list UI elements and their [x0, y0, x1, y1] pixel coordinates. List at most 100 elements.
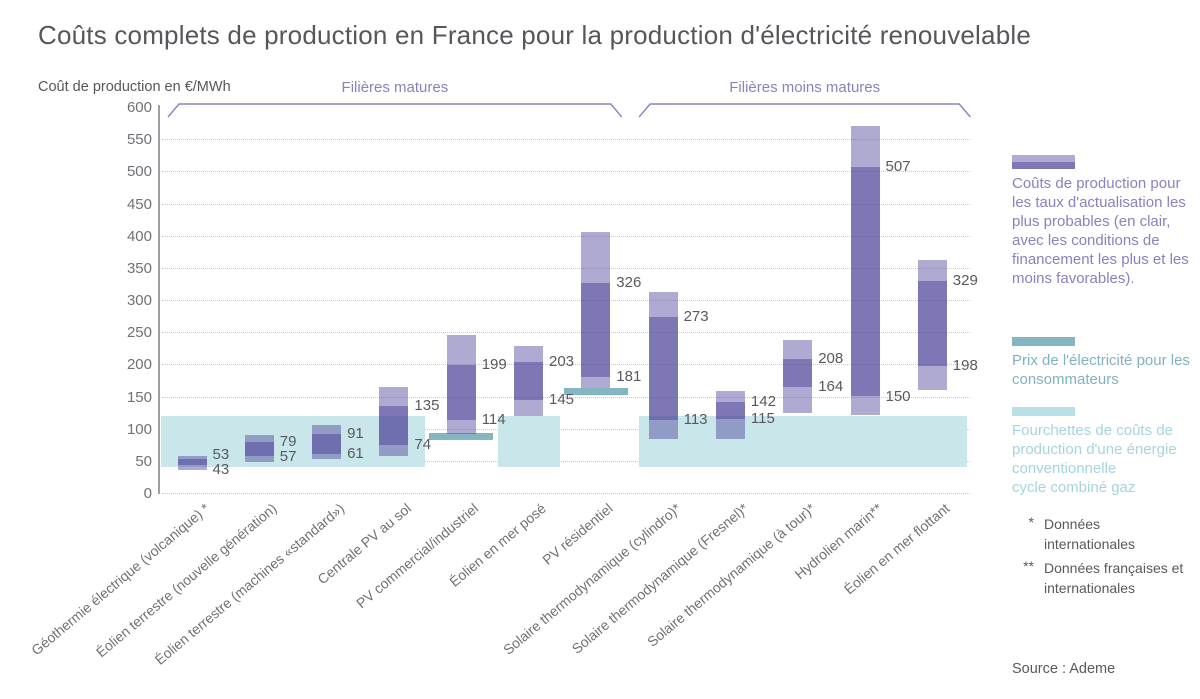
y-tick-label-600: 600	[126, 99, 152, 116]
conventional-cost-band	[497, 415, 560, 468]
gridline-50	[162, 460, 970, 462]
group-label-filieres-moins-matures: Filières moins matures	[729, 79, 881, 96]
bar-full-range-solaire-thermodynamique-a-tour	[783, 339, 813, 414]
gridline-150	[162, 396, 970, 398]
bar-probable-range-eolien-en-mer-flottant	[917, 281, 947, 366]
bar-probable-range-eolien-en-mer-pose	[514, 362, 543, 400]
bar-probable-range-pv-commercial-industriel	[446, 364, 476, 420]
value-label-low-hydrolien-marin: 150	[885, 387, 911, 405]
value-label-high-solaire-thermodynamique-cylindro: 273	[683, 308, 709, 326]
value-label-high-centrale-pv-au-sol: 135	[414, 397, 440, 415]
value-label-high-pv-residentiel: 326	[616, 274, 642, 292]
bar-probable-range-geothermie-electrique-volcanique	[177, 458, 207, 466]
value-label-high-eolien-terrestre-machines-standard: 91	[347, 425, 364, 443]
bar-full-range-eolien-terrestre-nouvelle-generation	[244, 435, 274, 463]
gridline-550	[162, 139, 970, 141]
y-tick-label-200: 200	[126, 356, 152, 374]
gridline-450	[162, 203, 970, 205]
bar-full-range-centrale-pv-au-sol	[379, 386, 409, 456]
gridline-400	[162, 235, 970, 237]
bar-full-range-hydrolien-marin	[850, 126, 880, 416]
value-label-high-eolien-en-mer-pose: 203	[549, 353, 575, 371]
value-label-high-geothermie-electrique-volcanique: 53	[212, 445, 230, 463]
y-tick-label-300: 300	[126, 292, 152, 309]
y-tick-label-100: 100	[126, 420, 152, 438]
bar-probable-range-centrale-pv-au-sol	[379, 406, 409, 446]
legend-swatch-probable-range	[1012, 162, 1075, 169]
bar-probable-range-eolien-terrestre-nouvelle-generation	[244, 442, 274, 457]
legend-label-consumer-price: Prix de l'électricité pour les consommat…	[1012, 352, 1190, 388]
footnote-marker: **	[1023, 558, 1034, 574]
value-label-high-solaire-thermodynamique-a-tour: 208	[818, 350, 844, 368]
bar-full-range-solaire-thermodynamique-fresnel	[715, 391, 745, 439]
legend-swatch-full-range	[1012, 155, 1075, 162]
y-tick-label-0: 0	[143, 485, 152, 502]
conventional-cost-band	[161, 415, 425, 468]
gridline-250	[162, 332, 970, 334]
value-label-low-eolien-terrestre-machines-standard: 61	[347, 444, 364, 462]
legend-swatch-production-costs	[1012, 155, 1075, 169]
value-label-low-geothermie-electrique-volcanique: 43	[212, 460, 230, 478]
y-tick-label-150: 150	[126, 388, 152, 406]
value-label-high-eolien-en-mer-flottant: 329	[952, 272, 978, 290]
footnote-text: Données françaises et internationales	[1044, 560, 1184, 596]
footnote-marker: *	[1028, 514, 1034, 530]
value-label-low-pv-residentiel: 181	[616, 367, 642, 385]
bar-full-range-solaire-thermodynamique-cylindro	[648, 292, 678, 439]
y-axis-title: Coût de production en €/MWh	[38, 79, 231, 95]
group-bracket-filieres-matures	[167, 103, 623, 118]
bar-probable-range-solaire-thermodynamique-cylindro	[648, 317, 678, 421]
gridline-500	[162, 171, 970, 173]
bar-full-range-geothermie-electrique-volcanique	[177, 455, 207, 470]
bar-full-range-pv-commercial-industriel	[446, 335, 476, 434]
bar-probable-range-pv-residentiel	[581, 283, 611, 377]
y-tick-label-250: 250	[126, 324, 152, 342]
footnote-row: ** Données françaises et internationales	[1008, 558, 1194, 598]
legend-swatch-consumer-price	[1012, 337, 1075, 346]
value-label-low-eolien-terrestre-nouvelle-generation: 57	[279, 447, 297, 465]
consumer-price-marker-pv-residentiel	[563, 388, 628, 396]
conventional-cost-band	[639, 415, 968, 468]
value-label-low-eolien-en-mer-pose: 145	[549, 390, 575, 408]
bar-full-range-eolien-en-mer-pose	[514, 345, 543, 417]
y-tick-label-550: 550	[126, 131, 152, 149]
group-bracket-filieres-moins-matures	[638, 103, 971, 118]
footnote-row: * Données internationales	[1008, 514, 1194, 554]
gridline-0	[162, 493, 970, 494]
gridline-100	[162, 428, 970, 430]
value-label-high-solaire-thermodynamique-fresnel: 142	[750, 392, 776, 410]
legend-label-production-costs: Coûts de production pour les taux d'actu…	[1012, 175, 1189, 287]
footnotes: * Données internationales ** Données fra…	[1008, 514, 1194, 602]
category-label-pv-commercial-industriel: PV commercial/industriel	[353, 500, 482, 612]
source-credit: Source : Ademe	[1012, 661, 1116, 677]
bar-full-range-eolien-en-mer-flottant	[917, 260, 947, 391]
y-tick-label-450: 450	[126, 195, 152, 213]
value-label-low-centrale-pv-au-sol: 74	[414, 436, 432, 454]
bar-full-range-eolien-terrestre-machines-standard	[312, 424, 342, 459]
gridline-350	[162, 267, 970, 269]
value-label-low-eolien-en-mer-flottant: 198	[952, 356, 978, 374]
bar-probable-range-solaire-thermodynamique-fresnel	[715, 401, 745, 419]
y-axis-line	[158, 105, 160, 494]
bar-probable-range-solaire-thermodynamique-a-tour	[783, 359, 813, 388]
value-label-low-pv-commercial-industriel: 114	[481, 410, 506, 428]
y-tick-label-350: 350	[126, 259, 152, 277]
gridline-300	[162, 300, 970, 301]
y-tick-label-400: 400	[126, 227, 152, 245]
chart-title: Coûts complets de production en France p…	[38, 20, 1031, 50]
gridline-200	[162, 364, 970, 366]
value-label-low-solaire-thermodynamique-fresnel: 115	[750, 410, 775, 428]
legend-label-conventional-range: Fourchettes de coûts de production d'une…	[1012, 422, 1177, 496]
bar-full-range-pv-residentiel	[581, 231, 611, 389]
value-label-low-solaire-thermodynamique-cylindro: 113	[683, 411, 708, 429]
group-label-filieres-matures: Filières matures	[341, 79, 449, 96]
value-label-high-pv-commercial-industriel: 199	[481, 355, 507, 373]
bar-probable-range-hydrolien-marin	[850, 166, 880, 397]
consumer-price-marker-pv-commercial-industriel	[429, 433, 494, 441]
y-tick-label-500: 500	[126, 163, 152, 181]
bar-probable-range-eolien-terrestre-machines-standard	[312, 434, 342, 454]
value-label-low-solaire-thermodynamique-a-tour: 164	[818, 378, 844, 396]
footnote-text: Données internationales	[1044, 516, 1136, 552]
value-label-high-hydrolien-marin: 507	[885, 157, 911, 175]
